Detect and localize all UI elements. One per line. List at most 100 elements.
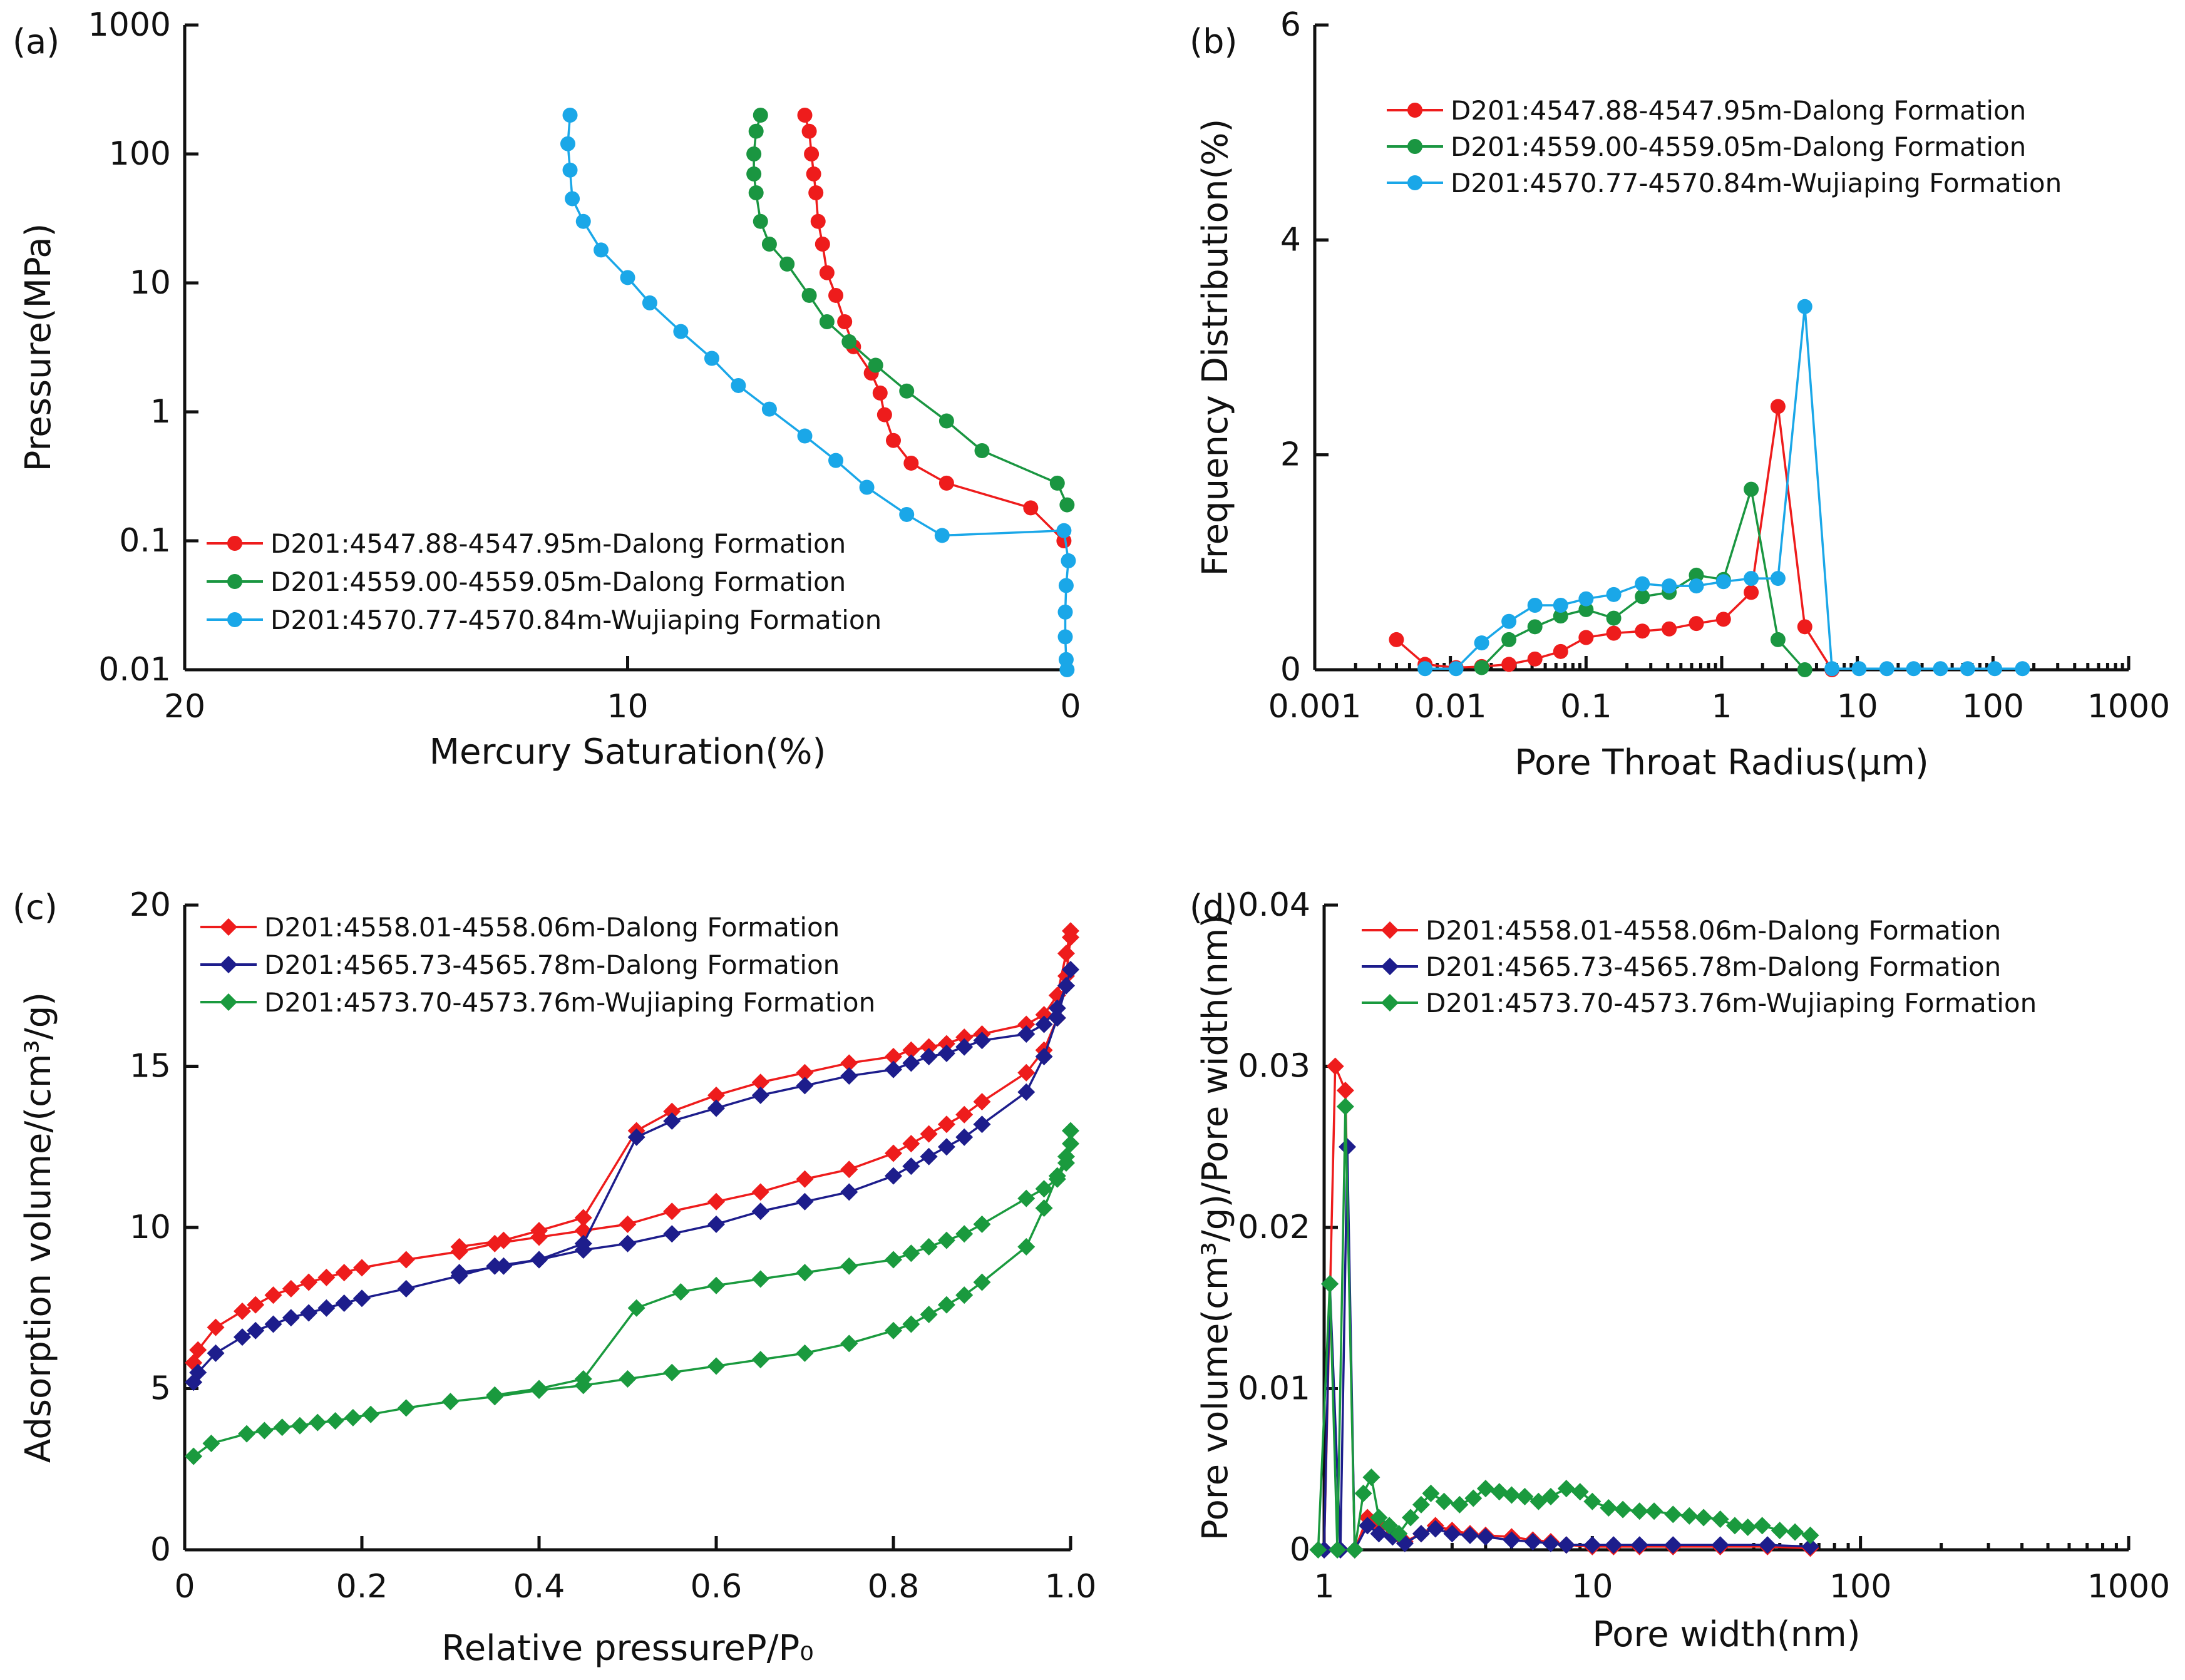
legend-label: D201:4547.88-4547.95m-Dalong Formation <box>270 528 846 559</box>
y-axis-label: Frequency Distribution(%) <box>1195 119 1236 576</box>
x-tick-label: 0.2 <box>336 1568 388 1606</box>
chart-panel-3: 0 0.01 0.02 0.03 0.04 1 10 100 1000 Pore width(nm… <box>1190 886 2170 1655</box>
legend-label: D201:4559.00-4559.05m-Dalong Formation <box>270 566 846 597</box>
y-tick-label: 0.02 <box>1238 1209 1310 1246</box>
data-point <box>1062 961 1079 978</box>
x-tick-label: 10 <box>1837 688 1878 725</box>
data-point <box>317 1299 336 1317</box>
data-point <box>1744 585 1759 600</box>
data-point <box>1048 1009 1066 1027</box>
data-point <box>663 1102 681 1120</box>
data-point <box>920 1125 938 1143</box>
chart-panel-2: 0 5 10 15 20 0 0.2 0.4 0.6 0.8 1.0 Relative pressur… <box>13 886 1096 1669</box>
data-point <box>1370 1525 1388 1543</box>
data-point <box>1501 657 1517 672</box>
data-point <box>1464 1489 1483 1507</box>
data-point <box>1017 1083 1036 1101</box>
data-point <box>1017 1025 1036 1043</box>
legend-label: D201:4559.00-4559.05m-Dalong Formation <box>1451 131 2026 162</box>
series-1 <box>185 961 1079 1391</box>
data-point <box>1474 635 1489 651</box>
data-point <box>238 1425 256 1443</box>
data-point <box>326 1412 344 1430</box>
data-point <box>233 1302 251 1320</box>
data-point <box>1057 604 1073 620</box>
data-point <box>1711 1536 1729 1554</box>
data-point <box>841 334 857 349</box>
data-point <box>189 1363 207 1381</box>
data-point <box>808 185 824 201</box>
data-point <box>335 1264 353 1282</box>
x-tick-label: 0.001 <box>1268 688 1362 725</box>
x-tick-label: 1.0 <box>1045 1568 1097 1606</box>
data-point <box>1490 1483 1508 1501</box>
data-point <box>902 1135 920 1153</box>
data-point <box>937 1138 955 1156</box>
data-point <box>530 1251 548 1269</box>
data-point <box>575 213 591 229</box>
legend: D201:4558.01-4558.06m-Dalong Formation D2… <box>1362 915 2037 1018</box>
y-tick-label: 2 <box>1280 436 1301 474</box>
legend-label: D201:4573.70-4573.76m-Wujiaping Formatio… <box>264 987 875 1018</box>
data-point <box>1571 1483 1589 1501</box>
data-point <box>1553 608 1568 624</box>
data-point <box>1362 1468 1380 1487</box>
data-point <box>1605 1536 1623 1554</box>
data-point <box>495 1257 513 1275</box>
x-tick-label: 100 <box>1829 1568 1891 1606</box>
panel-label: (a) <box>13 22 59 61</box>
data-point <box>1578 602 1594 617</box>
data-point <box>796 1344 814 1362</box>
data-point <box>973 1215 991 1233</box>
data-point <box>1635 576 1650 592</box>
data-point <box>1578 630 1594 645</box>
data-point <box>202 1435 220 1453</box>
data-point <box>806 166 821 182</box>
data-point <box>899 383 915 399</box>
data-point <box>1035 1048 1053 1066</box>
data-point <box>1987 661 2003 677</box>
y-tick-label: 0 <box>1280 651 1301 689</box>
data-point <box>761 236 777 252</box>
data-point <box>840 1160 858 1179</box>
data-point <box>1474 660 1489 675</box>
data-point <box>1321 1275 1339 1293</box>
y-tick-label: 1000 <box>88 6 171 44</box>
data-point <box>920 1237 938 1256</box>
data-point <box>1390 1525 1408 1543</box>
legend-marker <box>227 536 242 551</box>
data-point <box>1606 586 1622 602</box>
data-point <box>1689 567 1704 583</box>
data-point <box>1770 399 1786 414</box>
data-point <box>300 1304 318 1322</box>
y-tick-label: 15 <box>130 1048 171 1085</box>
legend-marker <box>1381 921 1399 939</box>
data-point <box>353 1259 371 1277</box>
data-point <box>1553 643 1568 659</box>
data-point <box>937 1231 955 1249</box>
data-point <box>1759 1536 1777 1554</box>
x-tick-label: 0 <box>174 1568 195 1606</box>
x-tick-label: 0.6 <box>691 1568 743 1606</box>
data-point <box>751 1270 769 1288</box>
data-point <box>955 1286 974 1304</box>
data-point <box>1476 1528 1494 1546</box>
y-tick-label: 0.04 <box>1238 886 1310 924</box>
data-point <box>1048 1170 1066 1188</box>
data-point <box>1557 1536 1575 1554</box>
data-point <box>801 287 817 303</box>
data-point <box>574 1370 592 1388</box>
data-point <box>619 1234 637 1252</box>
data-point <box>797 107 813 123</box>
data-point <box>920 1038 938 1056</box>
data-point <box>1879 661 1895 677</box>
data-point <box>885 1060 902 1078</box>
y-tick-label: 10 <box>130 264 171 302</box>
data-point <box>704 351 719 366</box>
data-point <box>903 455 919 471</box>
data-point <box>663 1202 681 1221</box>
data-point <box>1435 1492 1453 1510</box>
data-point <box>1017 1237 1036 1256</box>
data-point <box>707 1357 725 1375</box>
data-point <box>1635 623 1650 639</box>
